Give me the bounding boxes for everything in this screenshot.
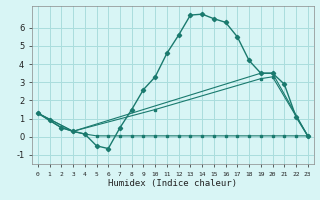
X-axis label: Humidex (Indice chaleur): Humidex (Indice chaleur) — [108, 179, 237, 188]
